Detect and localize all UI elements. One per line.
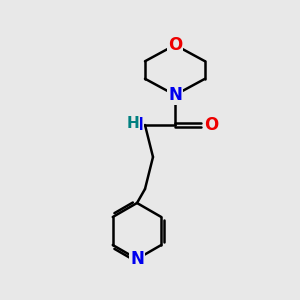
Text: N: N bbox=[168, 86, 182, 104]
Text: O: O bbox=[168, 36, 182, 54]
Text: O: O bbox=[204, 116, 218, 134]
Text: H: H bbox=[127, 116, 140, 131]
Text: N: N bbox=[129, 116, 143, 134]
Text: N: N bbox=[130, 250, 144, 268]
